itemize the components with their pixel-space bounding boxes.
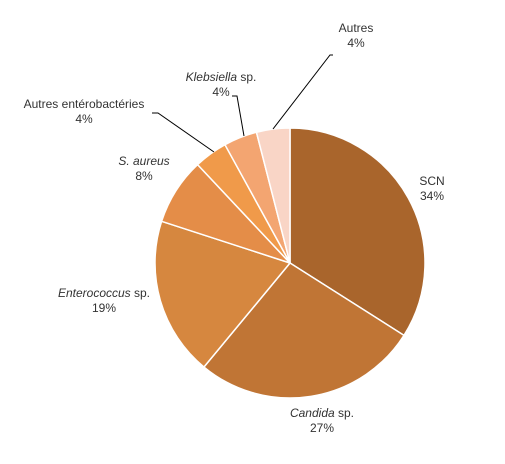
slice-label-5: Autres entérobactéries <box>24 97 145 111</box>
pie-slices <box>154 127 426 399</box>
pie-slice-3 <box>154 220 291 368</box>
pie-slice-7 <box>255 127 291 264</box>
pie-slice-2 <box>203 262 405 399</box>
slice-label-3: Enterococcus sp. <box>58 286 150 300</box>
slice-value-label-5: 4% <box>75 112 93 126</box>
leader-line-7 <box>272 54 333 130</box>
slice-label-2: Candida sp. <box>290 406 354 420</box>
slice-label-7: Autres <box>339 21 374 35</box>
slice-value-label-3: 19% <box>92 301 116 315</box>
pie-slice-1 <box>289 127 426 337</box>
slice-label-4: S. aureus <box>118 154 169 168</box>
leader-line-5 <box>152 112 215 153</box>
slice-value-label-2: 27% <box>310 421 334 435</box>
slice-label-6: Klebsiella sp. <box>186 70 257 84</box>
slice-label-1: SCN <box>419 174 444 188</box>
leader-lines <box>152 54 333 153</box>
slice-value-label-6: 4% <box>212 85 230 99</box>
slice-value-label-1: 34% <box>420 189 444 203</box>
slice-value-label-4: 8% <box>135 169 153 183</box>
slice-value-label-7: 4% <box>347 36 365 50</box>
leader-line-6 <box>232 95 245 137</box>
